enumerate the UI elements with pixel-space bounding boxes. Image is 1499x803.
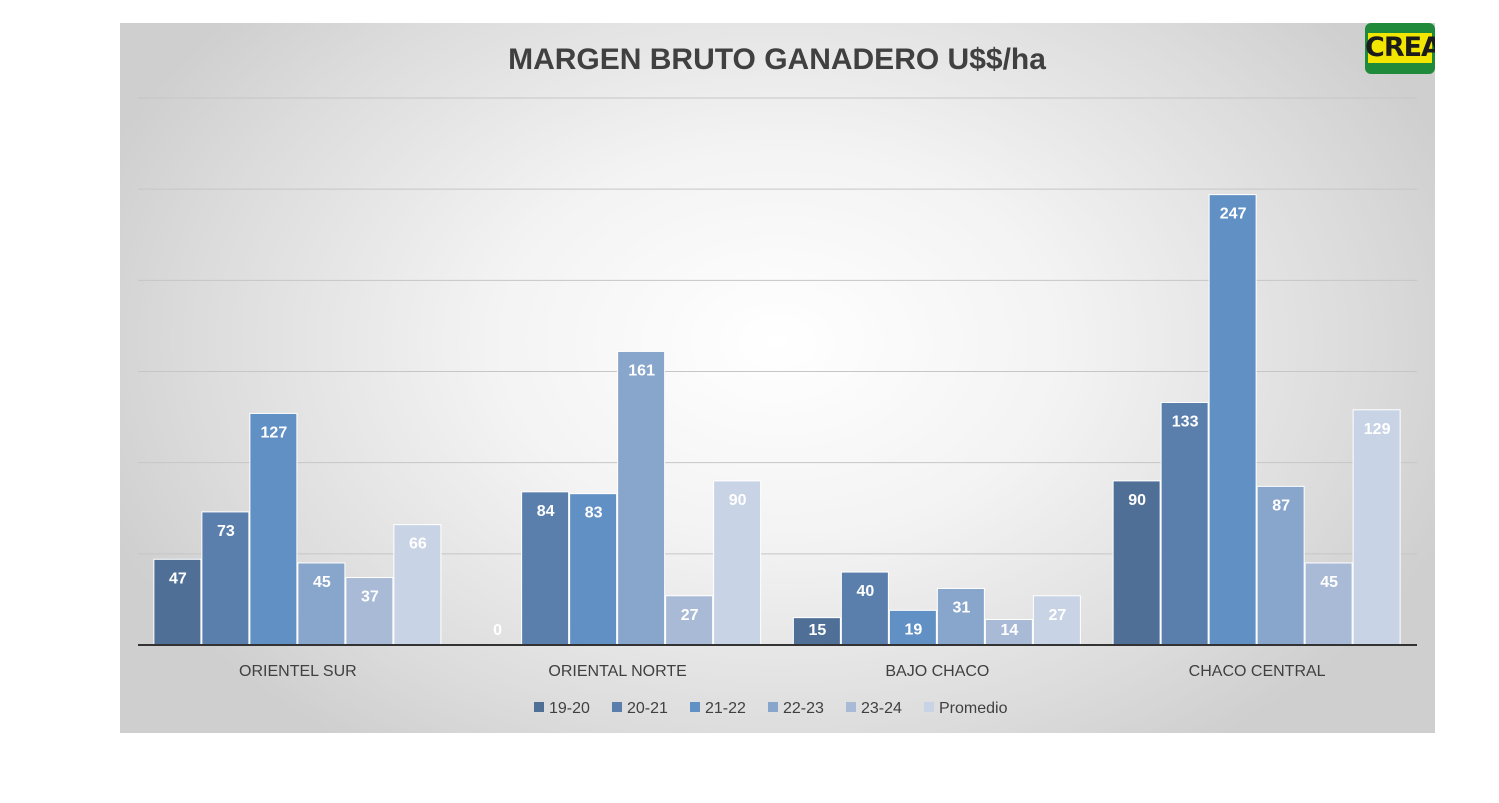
category-label: ORIENTEL SUR [239, 663, 357, 680]
bar [1208, 194, 1257, 646]
gridlines [138, 97, 1417, 555]
bar [1112, 480, 1161, 646]
bar [521, 491, 570, 646]
bar [840, 571, 889, 646]
data-label: 40 [856, 583, 874, 600]
data-label: 247 [1220, 206, 1247, 223]
data-label: 27 [681, 607, 699, 624]
legend-swatch [846, 702, 856, 712]
legend-label: 22-23 [783, 700, 824, 717]
bar [936, 587, 985, 646]
bar [153, 558, 202, 646]
legend-label: 21-22 [705, 700, 746, 717]
bar [1160, 401, 1209, 646]
data-label: 127 [261, 424, 288, 441]
bars [153, 194, 1401, 646]
bar [1352, 409, 1401, 646]
bar [569, 493, 618, 646]
legend: 19-20 20-21 21-22 22-23 23-24 Promedio [534, 700, 1008, 717]
chart-title: MARGEN BRUTO GANADERO U$$/ha [508, 43, 1046, 76]
bar [249, 412, 298, 646]
legend-label: 23-24 [861, 700, 902, 717]
bar [888, 609, 937, 646]
crea-logo: CREA [1365, 23, 1435, 74]
legend-label: 19-20 [549, 700, 590, 717]
bar [984, 618, 1033, 646]
data-label: 19 [904, 621, 922, 638]
data-label: 73 [217, 523, 235, 540]
data-label: 133 [1172, 413, 1199, 430]
data-label: 90 [729, 492, 747, 509]
legend-swatch [768, 702, 778, 712]
category-label: CHACO CENTRAL [1189, 663, 1326, 680]
legend-label: 20-21 [627, 700, 668, 717]
data-label: 84 [537, 503, 555, 520]
legend-label: Promedio [939, 700, 1008, 717]
data-label: 27 [1048, 607, 1066, 624]
bar [665, 595, 714, 646]
category-labels: ORIENTEL SUR ORIENTAL NORTE BAJO CHACO CHAC… [239, 663, 1326, 680]
data-label: 83 [585, 505, 603, 522]
data-label: 0 [493, 622, 502, 639]
data-label: 90 [1128, 492, 1146, 509]
legend-swatch [534, 702, 544, 712]
bar [617, 350, 666, 646]
legend-swatch [924, 702, 934, 712]
category-label: ORIENTAL NORTE [548, 663, 686, 680]
data-label: 31 [952, 599, 970, 616]
crea-logo-text: CREA [1365, 32, 1435, 63]
legend-swatch [612, 702, 622, 712]
data-label: 15 [808, 622, 826, 639]
bar [713, 480, 762, 646]
category-label: BAJO CHACO [885, 663, 989, 680]
data-label: 161 [628, 362, 655, 379]
data-label: 47 [169, 570, 187, 587]
data-label: 129 [1364, 421, 1391, 438]
bar [1256, 485, 1305, 646]
data-labels: 47 73 127 45 37 66 0 84 83 161 27 90 15 40 19 31 14 27 90 1… [169, 206, 1391, 639]
bar [1032, 595, 1081, 646]
bar [1304, 562, 1353, 646]
data-label: 37 [361, 589, 379, 606]
data-label: 66 [409, 536, 427, 553]
data-label: 14 [1000, 622, 1018, 639]
legend-swatch [690, 702, 700, 712]
data-label: 87 [1272, 497, 1290, 514]
data-label: 45 [1320, 574, 1338, 591]
data-label: 45 [313, 574, 331, 591]
